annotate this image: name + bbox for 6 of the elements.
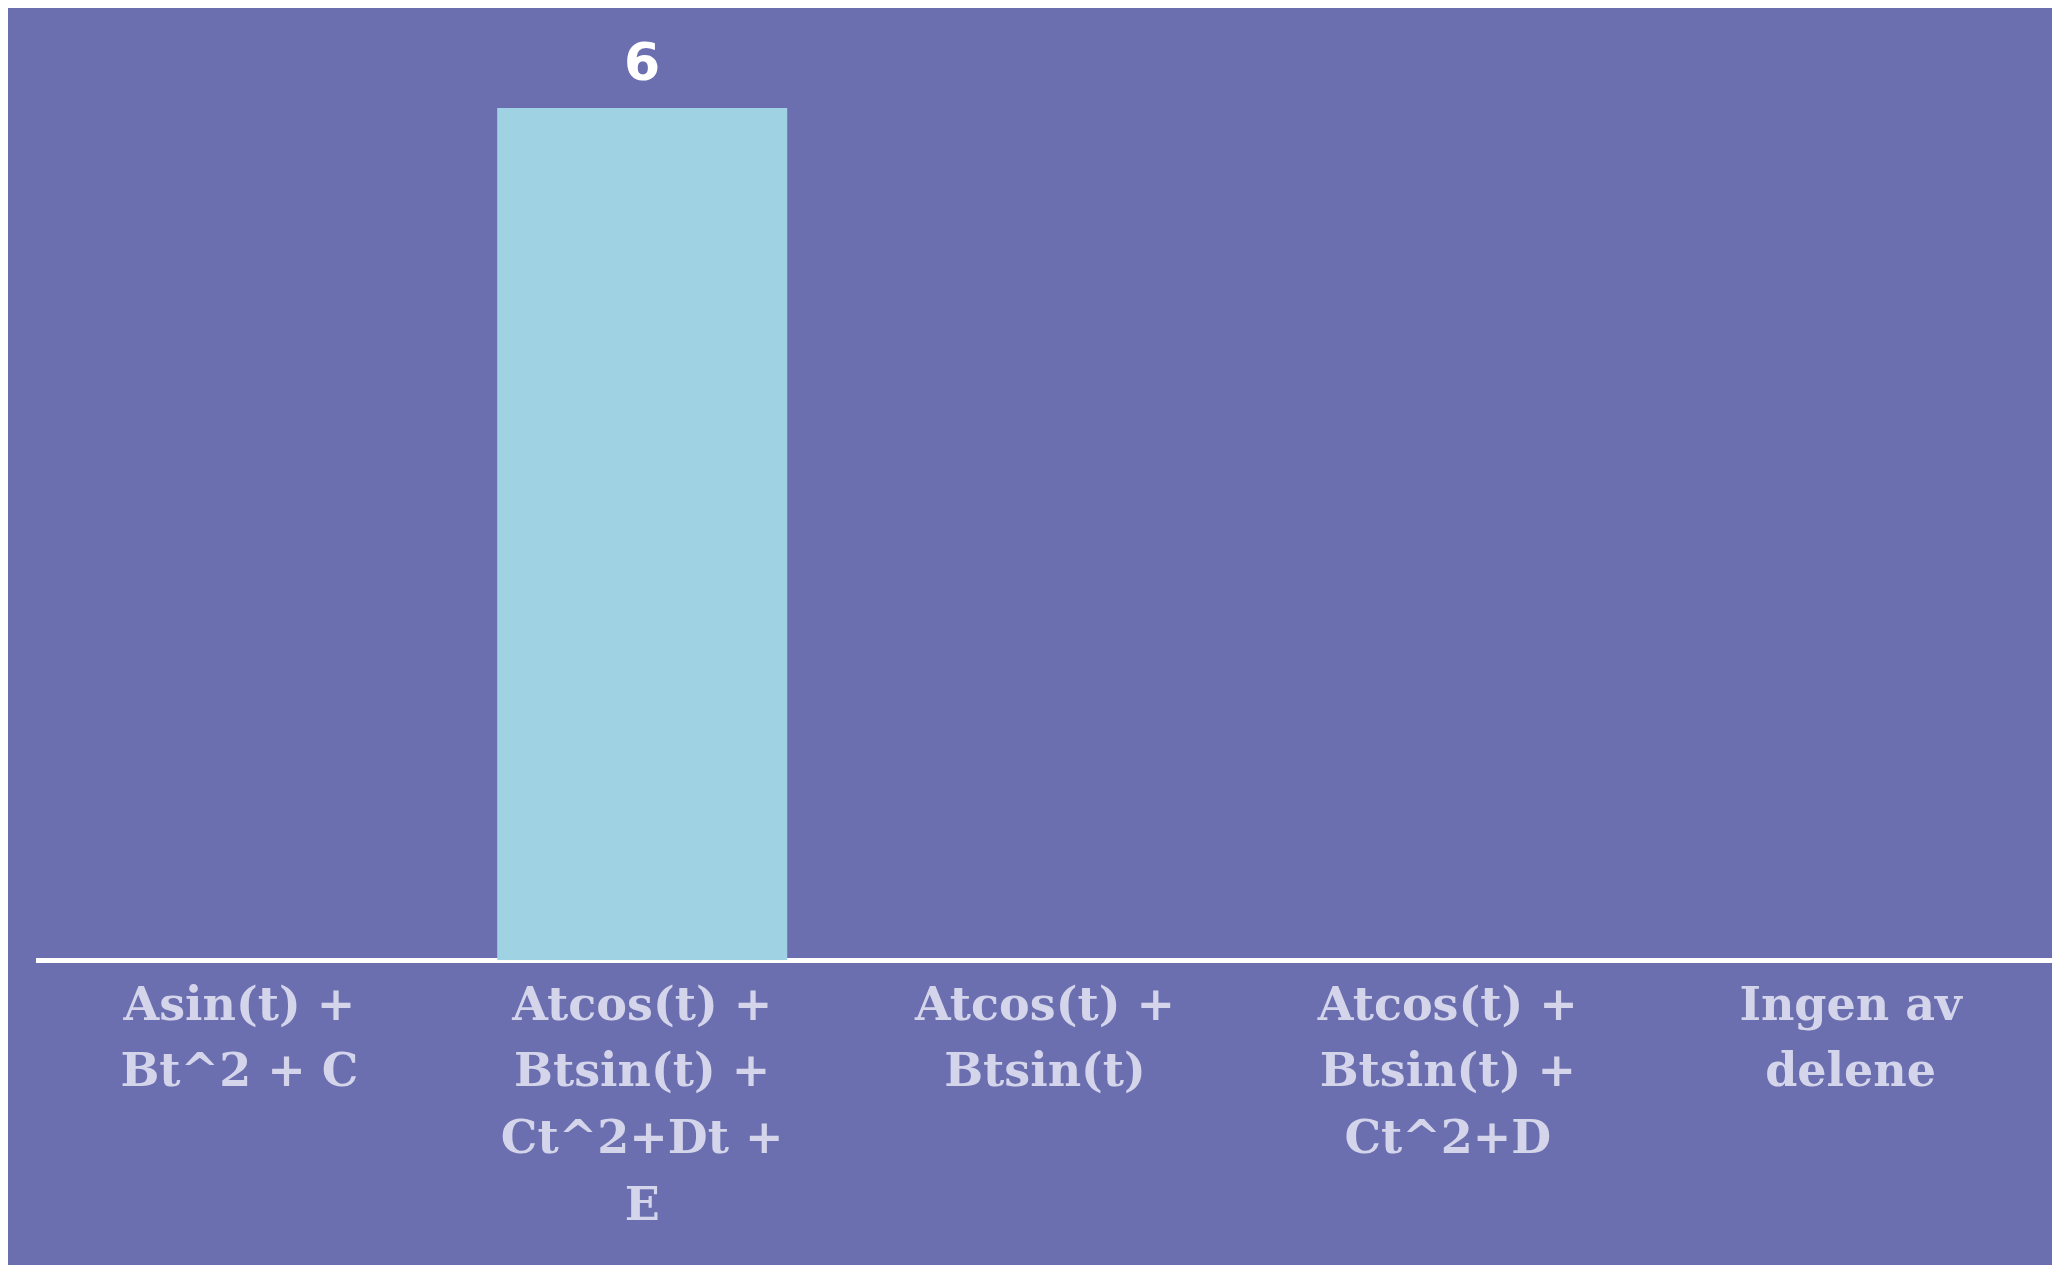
x-tick-label: Ingen av delene bbox=[1739, 976, 1964, 1098]
x-tick-label: Asin(t) + Bt^2 + C bbox=[120, 976, 359, 1098]
x-tick-label: Atcos(t) + Btsin(t) + Ct^2+Dt + E bbox=[500, 976, 784, 1231]
x-tick-label: Atcos(t) + Btsin(t) bbox=[913, 976, 1176, 1098]
x-tick-label: Atcos(t) + Btsin(t) + Ct^2+D bbox=[1316, 976, 1578, 1164]
data-label: 6 bbox=[624, 31, 661, 92]
